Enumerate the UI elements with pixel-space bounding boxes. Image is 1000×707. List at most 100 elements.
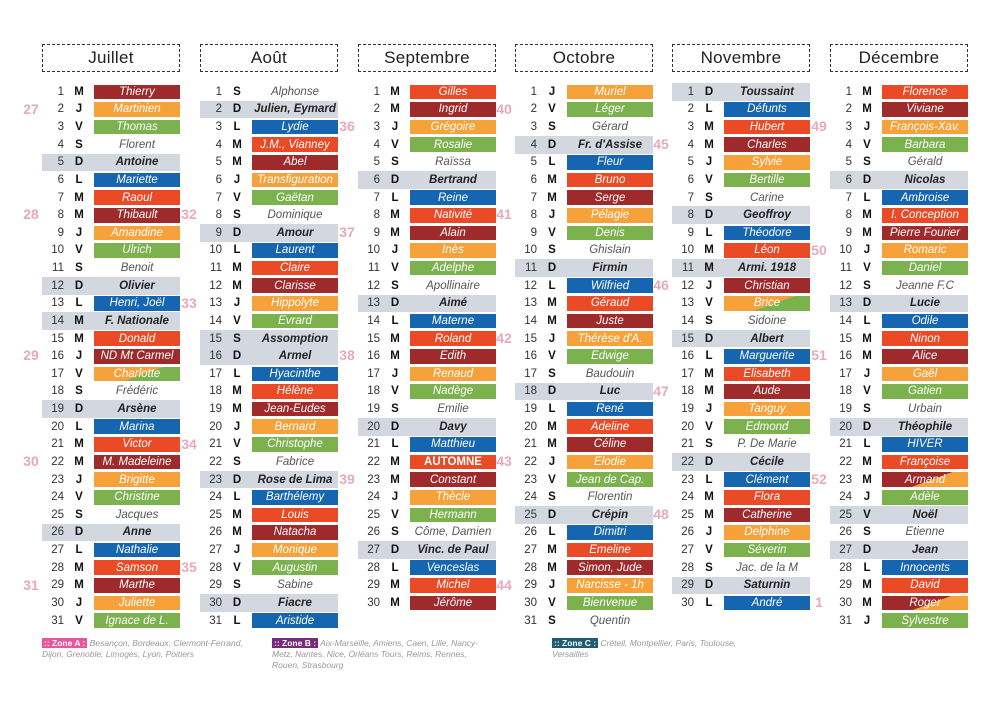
- day-number: 7: [845, 191, 852, 204]
- day-row: 10 J Inès: [358, 242, 496, 260]
- day-row: 5 D Antoine: [42, 153, 180, 172]
- saint-name: Armel: [278, 350, 312, 363]
- day-number: 13: [367, 297, 380, 310]
- day-number: 28: [51, 561, 64, 574]
- day-number: 5: [845, 156, 852, 169]
- day-row: 16 M Alice: [830, 347, 968, 365]
- saint-name: Brigitte: [94, 472, 180, 487]
- day-row: 19 M Jean-Eudes: [200, 400, 338, 418]
- saint-name: Aude: [724, 384, 810, 399]
- weekday-letter: S: [391, 403, 399, 416]
- week-number: 48: [653, 506, 669, 523]
- day-number: 14: [681, 314, 694, 327]
- day-number: 15: [681, 332, 694, 345]
- saint-name: André: [724, 595, 810, 611]
- day-number: 14: [839, 314, 852, 327]
- saint-name: Marthe: [94, 578, 180, 593]
- day-number: 25: [367, 508, 380, 521]
- day-number: 19: [367, 403, 380, 416]
- day-number: 20: [51, 420, 64, 433]
- saint-name: HIVER: [882, 437, 968, 452]
- day-number: 14: [51, 314, 64, 327]
- week-number: 43: [496, 453, 512, 470]
- weekday-letter: D: [704, 85, 714, 98]
- weekday-letter: L: [233, 367, 241, 380]
- saint-name: Etienne: [905, 526, 945, 539]
- weekday-letter: L: [863, 561, 871, 574]
- saint-name: Fabrice: [275, 455, 315, 468]
- saint-name: Edith: [410, 348, 496, 364]
- saint-name: Constant: [410, 472, 496, 487]
- day-number: 13: [209, 297, 222, 310]
- day-row: 20 V Edmond: [672, 418, 810, 436]
- weekday-letter: V: [391, 138, 399, 151]
- week-number: 52: [811, 470, 827, 487]
- day-row: 22 M M. Madeleine: [42, 453, 180, 471]
- weekday-letter: J: [863, 367, 871, 380]
- day-number: 6: [215, 173, 222, 186]
- saint-name: Nathalie: [94, 542, 180, 558]
- saint-name: Donald: [94, 331, 180, 346]
- week-number: 49: [811, 118, 827, 135]
- weekday-letter: D: [704, 455, 714, 468]
- weekday-letter: D: [547, 138, 557, 151]
- day-row: 13 L Henri, Joël: [42, 295, 180, 313]
- saint-name: Samson: [94, 560, 180, 575]
- day-row: 22 D Cécile: [672, 453, 810, 471]
- saint-name: Romaric: [882, 243, 968, 258]
- weekday-letter: S: [705, 314, 713, 327]
- saint-name: Antoine: [115, 156, 159, 169]
- day-number: 19: [681, 403, 694, 416]
- day-number: 11: [525, 262, 537, 275]
- day-number: 27: [209, 544, 222, 557]
- day-number: 25: [209, 508, 222, 521]
- day-number: 23: [209, 473, 222, 486]
- day-number: 11: [52, 262, 64, 275]
- saint-name: Henri, Joël: [94, 296, 180, 311]
- day-number: 18: [51, 385, 64, 398]
- day-number: 25: [681, 508, 694, 521]
- day-number: 29: [209, 579, 222, 592]
- day-row: 9 D Amour: [200, 224, 338, 242]
- day-number: 2: [57, 103, 64, 116]
- weekday-letter: L: [391, 314, 399, 327]
- day-number: 21: [367, 438, 380, 451]
- day-row: 21 L Matthieu: [358, 436, 496, 454]
- saint-name: Thérèse d'A.: [567, 331, 653, 346]
- weekday-letter: L: [391, 191, 399, 204]
- day-number: 12: [839, 279, 852, 292]
- weekday-letter: L: [705, 473, 713, 486]
- day-number: 8: [215, 209, 222, 222]
- weekday-letter: M: [704, 491, 714, 504]
- day-row: 2 M Viviane: [830, 101, 968, 119]
- day-number: 7: [373, 191, 380, 204]
- saint-name: Benoit: [120, 262, 154, 275]
- weekday-letter: M: [862, 85, 872, 98]
- day-row: 19 D Arsène: [42, 400, 180, 418]
- weekday-letter: M: [547, 173, 557, 186]
- weekday-letter: J: [75, 473, 83, 486]
- weekday-letter: V: [863, 138, 871, 151]
- week-number: 47: [653, 382, 669, 399]
- day-row: 3 S Gérard: [515, 118, 653, 136]
- day-row: 4 M Charles: [672, 136, 810, 154]
- weekday-letter: S: [705, 561, 713, 574]
- weekday-letter: J: [548, 332, 556, 345]
- saint-name: Albert: [750, 332, 784, 345]
- day-row: 17 V Charlotte: [42, 365, 180, 383]
- weekday-letter: M: [390, 596, 400, 609]
- day-row: 5 J Sylvie: [672, 154, 810, 172]
- day-row: 20 D Davy: [358, 417, 496, 436]
- weekday-letter: J: [391, 244, 399, 257]
- day-number: 1: [215, 85, 222, 98]
- day-number: 15: [839, 332, 852, 345]
- saint-name: René: [567, 401, 653, 417]
- day-number: 8: [687, 209, 694, 222]
- saint-name: Jac. de la M: [736, 561, 798, 574]
- saint-name: Clarisse: [252, 278, 338, 293]
- month-title: Septembre: [358, 44, 496, 72]
- day-row: 21 S P. De Marie: [672, 436, 810, 454]
- week-number: 36: [339, 118, 355, 135]
- day-number: 27: [681, 544, 694, 557]
- day-row: 16 D Armel: [200, 347, 338, 365]
